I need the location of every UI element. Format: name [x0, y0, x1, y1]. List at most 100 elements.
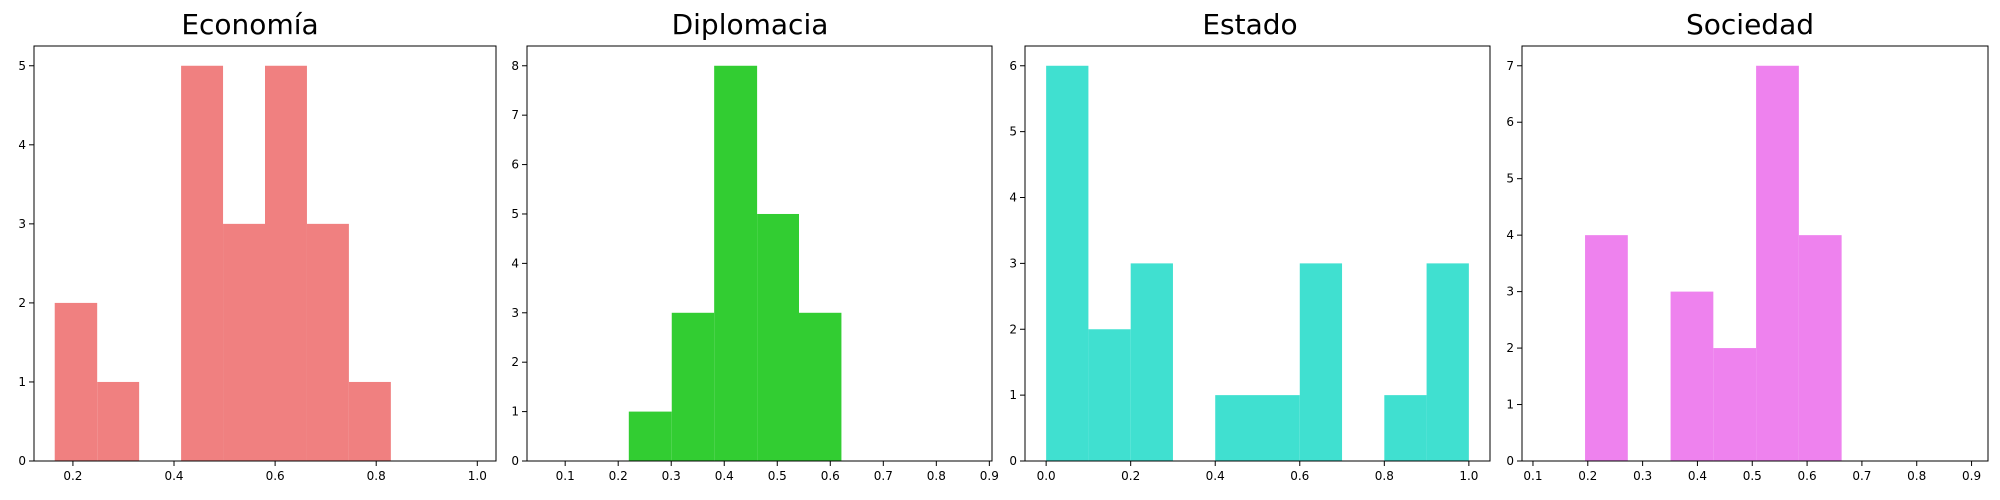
x-tick-label: 0.2: [1121, 469, 1140, 483]
y-tick-label: 8: [511, 59, 519, 73]
histogram-bar: [671, 312, 715, 461]
x-tick-label: 0.4: [1206, 469, 1225, 483]
x-tick-label: 0.9: [980, 469, 999, 483]
x-tick-label: 0.2: [609, 469, 628, 483]
y-tick-label: 0: [511, 454, 519, 468]
x-tick-label: 1.0: [1459, 469, 1478, 483]
histogram-bar: [1756, 65, 1799, 461]
y-tick-label: 6: [1009, 59, 1017, 73]
axes-frame: [33, 45, 497, 462]
chart-title: Sociedad: [1685, 8, 1814, 41]
histogram-bar: [265, 65, 307, 461]
chart-svg-3: 0.1 0.2 0.3 0.4 0.5 0.6 0.7 0.8 0.9 0 1 2 3 4 5 6 7: [1506, 45, 1989, 483]
histogram-bar: [757, 213, 800, 461]
y-tick-label: 3: [1009, 256, 1017, 270]
chart-title: Economía: [181, 8, 319, 41]
histogram-bar: [181, 65, 224, 461]
y-tick-label: 5: [1009, 125, 1017, 139]
histogram-bar: [1299, 263, 1343, 461]
x-tick-label: 0.3: [662, 469, 681, 483]
x-tick-label: 0.8: [927, 469, 946, 483]
x-tick-label: 0.2: [63, 469, 82, 483]
y-tick-label: 5: [511, 207, 519, 221]
y-tick-label: 3: [511, 306, 519, 320]
x-tick-label: 0.3: [1633, 469, 1652, 483]
x-tick-label: 1.0: [468, 469, 487, 483]
y-tick-label: 1: [511, 405, 519, 419]
histogram-bar: [1046, 65, 1089, 461]
y-tick-label: 2: [511, 355, 519, 369]
x-tick-label: 0.2: [1578, 469, 1597, 483]
chart-title: Estado: [1202, 8, 1298, 41]
histogram-bar: [1585, 235, 1628, 461]
histogram-bar: [714, 65, 758, 461]
histogram-bar: [1713, 348, 1757, 461]
y-tick-label: 5: [1506, 172, 1514, 186]
axes-frame: [1024, 45, 1491, 462]
histogram-bar: [348, 381, 391, 461]
histogram-bar: [1670, 291, 1714, 461]
x-tick-label: 0.1: [1523, 469, 1542, 483]
chart-svg-0: 0.2 0.4 0.6 0.8 1.0 0 1 2 3 4 5: [18, 45, 497, 483]
histogram-bar: [628, 411, 672, 461]
histogram-bar: [97, 381, 140, 461]
x-tick-label: 0.5: [768, 469, 787, 483]
x-tick-label: 0.1: [556, 469, 575, 483]
histogram-bar: [1798, 235, 1842, 461]
histogram-bar: [223, 223, 265, 461]
x-tick-label: 0.7: [874, 469, 893, 483]
y-tick-label: 1: [18, 375, 26, 389]
axes-frame: [1521, 45, 1989, 462]
y-tick-label: 4: [511, 256, 519, 270]
y-tick-label: 6: [511, 158, 519, 172]
x-tick-label: 0.7: [1852, 469, 1871, 483]
histogram-bar: [1215, 395, 1258, 461]
histogram-bar: [306, 223, 349, 461]
x-tick-label: 0.4: [164, 469, 183, 483]
histogram-bar: [1130, 263, 1173, 461]
y-tick-label: 2: [18, 296, 26, 310]
y-tick-label: 4: [1009, 191, 1017, 205]
y-tick-label: 0: [1506, 454, 1514, 468]
y-tick-label: 4: [18, 138, 26, 152]
y-tick-label: 3: [18, 217, 26, 231]
y-tick-label: 7: [1506, 59, 1514, 73]
x-tick-label: 0.8: [367, 469, 386, 483]
chart-svg-1: 0.1 0.2 0.3 0.4 0.5 0.6 0.7 0.8 0.9 0 1 2 3 4 5 6 7 8: [511, 45, 999, 483]
y-tick-label: 4: [1506, 228, 1514, 242]
x-tick-label: 0.4: [715, 469, 734, 483]
y-tick-label: 5: [18, 59, 26, 73]
x-tick-label: 0.5: [1743, 469, 1762, 483]
histogram-bar: [1088, 329, 1131, 461]
chart-svg-2: 0.0 0.2 0.4 0.6 0.8 1.0 0 1 2 3 4 5 6: [1009, 45, 1491, 483]
y-tick-label: 0: [1009, 454, 1017, 468]
x-tick-label: 0.8: [1375, 469, 1394, 483]
axes-frame: [526, 45, 993, 462]
x-tick-label: 0.4: [1688, 469, 1707, 483]
x-tick-label: 0.8: [1907, 469, 1926, 483]
chart-panel-2: Estado 0.0 0.2 0.4 0.6 0.8 1.0 0 1 2 3 4 5 6: [1000, 0, 1500, 500]
x-tick-label: 0.6: [821, 469, 840, 483]
y-tick-label: 0: [18, 454, 26, 468]
x-tick-label: 0.6: [1798, 469, 1817, 483]
y-tick-label: 3: [1506, 285, 1514, 299]
histogram-bar: [1257, 395, 1300, 461]
histogram-bar: [799, 312, 842, 461]
y-tick-label: 2: [1506, 341, 1514, 355]
y-tick-label: 6: [1506, 115, 1514, 129]
y-tick-label: 1: [1506, 398, 1514, 412]
x-tick-label: 0.6: [1290, 469, 1309, 483]
chart-panel-3: Sociedad 0.1 0.2 0.3 0.4 0.5 0.6 0.7 0.8 0.9 0 1 2 3…: [1500, 0, 2000, 500]
x-tick-label: 0.9: [1962, 469, 1981, 483]
chart-panel-1: Diplomacia 0.1 0.2 0.3 0.4 0.5 0.6 0.7 0.8 0.9 0 1…: [500, 0, 1000, 500]
y-tick-label: 1: [1009, 388, 1017, 402]
histogram-bar: [1426, 263, 1469, 461]
y-tick-label: 7: [511, 108, 519, 122]
x-tick-label: 0.6: [266, 469, 285, 483]
histogram-bar: [54, 302, 98, 461]
chart-title: Diplomacia: [671, 8, 829, 41]
histogram-bar: [1384, 395, 1427, 461]
chart-panel-0: Economía 0.2 0.4 0.6 0.8 1.0 0 1 2 3 4 5: [0, 0, 500, 500]
y-tick-label: 2: [1009, 322, 1017, 336]
x-tick-label: 0.0: [1037, 469, 1056, 483]
